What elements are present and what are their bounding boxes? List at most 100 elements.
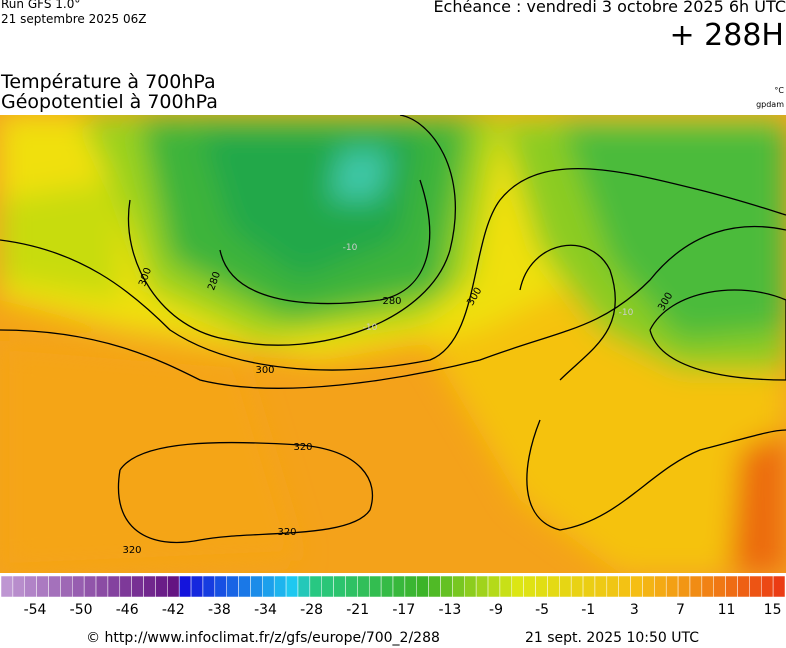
contour-label: 300 — [255, 365, 274, 376]
colorbar-label: -21 — [346, 602, 369, 618]
footer-date: 21 sept. 2025 10:50 UTC — [525, 630, 699, 646]
colorbar-swatch — [701, 575, 714, 598]
colorbar-swatch — [606, 575, 619, 598]
run-date: 21 septembre 2025 06Z — [1, 12, 147, 26]
contour-label: 320 — [277, 527, 296, 538]
colorbar-swatch — [48, 575, 61, 598]
colorbar: -54 -50 -46 -42 -38 -34 -28 -21 -17 -13 -9 -5 -1 3 7 11… — [0, 575, 786, 618]
colorbar-swatch — [713, 575, 726, 598]
contour-label: 280 — [382, 296, 401, 307]
colorbar-label: -34 — [254, 602, 277, 618]
colorbar-swatch — [36, 575, 49, 598]
colorbar-swatch — [238, 575, 251, 598]
colorbar-swatch — [368, 575, 382, 598]
contour-label: -10 — [363, 323, 378, 333]
colorbar-swatch — [665, 575, 679, 598]
colorbar-swatch — [95, 575, 109, 598]
colorbar-swatch — [345, 575, 358, 598]
title-temp: Température à 700hPa — [1, 71, 216, 93]
colorbar-label: -50 — [70, 602, 93, 618]
colorbar-swatch — [83, 575, 97, 598]
run-label: Run GFS 1.0° — [1, 0, 81, 11]
colorbar-swatch — [404, 575, 418, 598]
colorbar-swatch — [143, 575, 156, 598]
colorbar-swatch — [178, 575, 192, 598]
colorbar-label: -46 — [116, 602, 139, 618]
colorbar-label: -9 — [489, 602, 503, 618]
geo-unit: gpdam — [756, 100, 784, 109]
colorbar-swatch — [321, 575, 334, 598]
colorbar-swatch — [250, 575, 263, 598]
colorbar-swatch — [475, 575, 489, 598]
colorbar-swatch — [523, 575, 536, 598]
colorbar-swatch — [749, 575, 762, 598]
colorbar-swatch — [155, 575, 168, 598]
colorbar-swatch — [392, 575, 406, 598]
colorbar-label: 15 — [764, 602, 782, 618]
colorbar-swatch — [226, 575, 239, 598]
contours — [0, 115, 786, 544]
colorbar-swatch — [380, 575, 394, 598]
colorbar-swatch — [202, 575, 216, 598]
colorbar-swatch — [214, 575, 227, 598]
colorbar-swatch — [772, 575, 786, 598]
colorbar-label: -13 — [438, 602, 461, 618]
colorbar-swatch — [309, 575, 322, 598]
colorbar-swatch — [107, 575, 121, 598]
colorbar-swatch — [0, 575, 14, 598]
colorbar-swatch — [297, 575, 311, 598]
colorbar-swatch — [190, 575, 204, 598]
colorbar-swatch — [416, 575, 429, 598]
colorbar-swatch — [119, 575, 132, 598]
contour-label: -10 — [619, 308, 634, 318]
colorbar-swatch — [654, 575, 667, 598]
colorbar-swatch — [630, 575, 643, 598]
colorbar-swatch — [273, 575, 287, 598]
colorbar-swatch — [72, 575, 85, 598]
colorbar-label: -5 — [535, 602, 549, 618]
colorbar-swatch — [642, 575, 655, 598]
colorbar-swatch — [333, 575, 346, 598]
colorbar-swatch — [440, 575, 453, 598]
colorbar-label: 7 — [676, 602, 685, 618]
colorbar-swatch — [535, 575, 548, 598]
colorbar-swatch — [464, 575, 477, 598]
colorbar-swatch — [428, 575, 441, 598]
colorbar-swatch — [60, 575, 73, 598]
colorbar-swatch — [677, 575, 691, 598]
valid-time: Echéance : vendredi 3 octobre 2025 6h UT… — [433, 0, 786, 16]
colorbar-swatch — [487, 575, 501, 598]
colorbar-swatch — [618, 575, 631, 598]
contour-label: 320 — [122, 545, 141, 556]
colorbar-swatch — [594, 575, 608, 598]
contour-label: -10 — [343, 243, 358, 253]
colorbar-swatch — [511, 575, 524, 598]
colorbar-swatch — [570, 575, 584, 598]
colorbar-swatch — [760, 575, 774, 598]
colorbar-swatch — [24, 575, 37, 598]
lead-time: + 288H — [669, 18, 785, 53]
colorbar-swatch — [131, 575, 144, 598]
colorbar-swatch — [725, 575, 738, 598]
colorbar-swatch — [499, 575, 513, 598]
title-geo: Géopotentiel à 700hPa — [1, 91, 218, 113]
colorbar-swatch — [689, 575, 703, 598]
footer-url: © http://www.infoclimat.fr/z/gfs/europe/… — [86, 630, 440, 646]
colorbar-swatch — [737, 575, 750, 598]
colorbar-label: -1 — [581, 602, 595, 618]
colorbar-label: -42 — [162, 602, 185, 618]
colorbar-label: -17 — [392, 602, 415, 618]
colorbar-label: -38 — [208, 602, 231, 618]
colorbar-swatch — [262, 575, 275, 598]
contour-label: 320 — [293, 442, 312, 453]
colorbar-swatch — [582, 575, 596, 598]
colorbar-swatch — [559, 575, 572, 598]
colorbar-label: -54 — [24, 602, 47, 618]
colorbar-swatch — [12, 575, 26, 598]
colorbar-label: -28 — [300, 602, 323, 618]
colorbar-swatch — [547, 575, 560, 598]
colorbar-swatch — [167, 575, 180, 598]
